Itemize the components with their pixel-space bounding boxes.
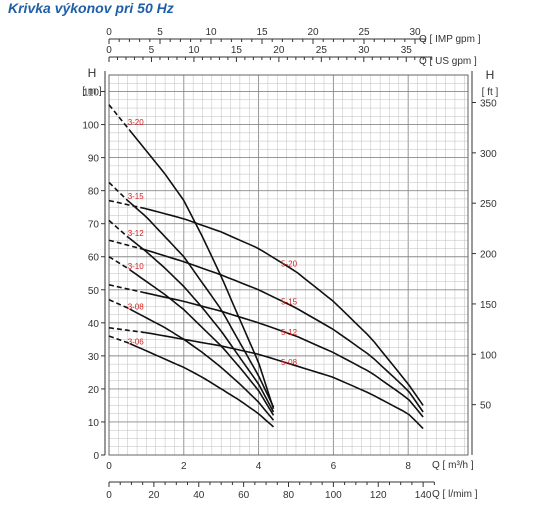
curve-label-5-12: 5-12 [281, 328, 298, 337]
curve-label-3-20: 3-20 [128, 118, 145, 127]
lmin-tick-label: 80 [283, 490, 295, 501]
us-tick-label: 20 [273, 45, 285, 56]
right-tick-label: 100 [480, 350, 497, 361]
imp-tick-label: 5 [157, 27, 163, 38]
right-axis-title: H [486, 68, 495, 82]
imp-tick-label: 10 [205, 27, 217, 38]
imp-tick-label: 0 [106, 27, 112, 38]
imp-tick-label: 20 [307, 27, 319, 38]
left-tick-label: 100 [82, 121, 99, 132]
curve-3-06 [129, 342, 275, 428]
m3h-tick-label: 8 [405, 461, 411, 472]
curve-3-15-dashed [108, 181, 131, 203]
curve-5-15 [144, 248, 424, 413]
us-axis-label: Q [ US gpm ] [419, 56, 477, 67]
right-tick-label: 150 [480, 300, 497, 311]
left-tick-label: 110 [83, 88, 99, 99]
left-tick-label: 70 [88, 220, 100, 231]
right-tick-label: 300 [480, 149, 497, 160]
imp-axis-label: Q [ IMP gpm ] [419, 34, 481, 45]
left-tick-label: 80 [88, 187, 100, 198]
curve-label-3-08: 3-08 [128, 302, 145, 311]
us-tick-label: 15 [231, 45, 243, 56]
chart-title: Krivka výkonov pri 50 Hz [8, 0, 174, 16]
curve-label-3-12: 3-12 [128, 229, 145, 238]
lmin-axis-label: Q [ l/mim ] [432, 489, 478, 500]
curve-label-5-15: 5-15 [281, 298, 298, 307]
curve-3-08-dashed [108, 298, 130, 310]
left-tick-label: 50 [88, 286, 100, 297]
curve-5-20-dashed [108, 199, 145, 210]
curve-labels: 3-20 3-15 3-12 3-10 3-08 3-06 5-20 5-15 5-12 5-08 [128, 118, 298, 367]
curve-5-12 [144, 291, 424, 418]
curve-label-5-20: 5-20 [281, 259, 298, 268]
us-tick-label: 0 [106, 45, 112, 56]
us-tick-label: 30 [358, 45, 370, 56]
curve-3-15 [129, 201, 275, 408]
m3h-tick-label: 6 [331, 461, 337, 472]
lmin-tick-label: 60 [238, 490, 250, 501]
right-axis-unit: [ ft ] [482, 87, 499, 98]
curve-3-10 [129, 268, 275, 416]
curve-5-12-dashed [108, 284, 145, 294]
left-tick-label: 90 [88, 154, 100, 165]
m3h-tick-label: 0 [106, 461, 112, 472]
m3h-tick-label: 4 [256, 461, 262, 472]
plot-frame [108, 74, 469, 456]
curve-3-20-dashed [108, 104, 131, 131]
imp-tick-label: 25 [358, 27, 370, 38]
curve-label-3-06: 3-06 [128, 338, 145, 347]
left-axis-unit: [ m ] [82, 86, 102, 97]
right-tick-label: 50 [480, 401, 492, 412]
lmin-tick-label: 100 [325, 490, 342, 501]
left-tick-label: 30 [88, 352, 100, 363]
left-tick-label: 40 [88, 319, 100, 330]
m3h-axis-label: Q [ m³/h ] [432, 460, 474, 471]
curve-3-08 [129, 308, 275, 421]
curve-label-5-08: 5-08 [281, 358, 298, 367]
right-tick-label: 200 [480, 250, 497, 261]
us-tick-label: 5 [149, 45, 155, 56]
left-tick-label: 60 [88, 253, 100, 264]
lmin-tick-label: 0 [106, 490, 112, 501]
lmin-tick-label: 140 [415, 490, 432, 501]
curve-3-12-dashed [108, 219, 131, 240]
curve-3-10-dashed [108, 256, 131, 271]
us-tick-label: 10 [188, 45, 200, 56]
right-tick-label: 350 [480, 98, 497, 109]
curve-5-20 [144, 207, 424, 406]
curve-5-15-dashed [108, 239, 145, 251]
curve-5-08-dashed [108, 327, 145, 334]
curve-3-06-dashed [108, 335, 130, 345]
lmin-tick-label: 120 [370, 490, 387, 501]
us-tick-label: 25 [316, 45, 328, 56]
left-tick-label: 20 [88, 385, 100, 396]
us-tick-label: 35 [401, 45, 413, 56]
curve-label-3-10: 3-10 [128, 262, 145, 271]
imp-tick-label: 30 [409, 27, 421, 38]
curve-3-12 [129, 237, 275, 413]
right-tick-label: 250 [480, 199, 497, 210]
imp-tick-label: 15 [256, 27, 268, 38]
lmin-tick-label: 20 [148, 490, 160, 501]
lmin-tick-label: 40 [193, 490, 205, 501]
chart-curves [108, 104, 424, 430]
left-axis-title: H [88, 66, 97, 80]
m3h-tick-label: 2 [181, 461, 187, 472]
left-tick-label: 0 [93, 451, 99, 462]
curve-5-08 [144, 331, 424, 430]
curve-3-20 [128, 129, 275, 409]
curve-label-3-15: 3-15 [128, 192, 145, 201]
left-tick-label: 10 [88, 418, 100, 429]
